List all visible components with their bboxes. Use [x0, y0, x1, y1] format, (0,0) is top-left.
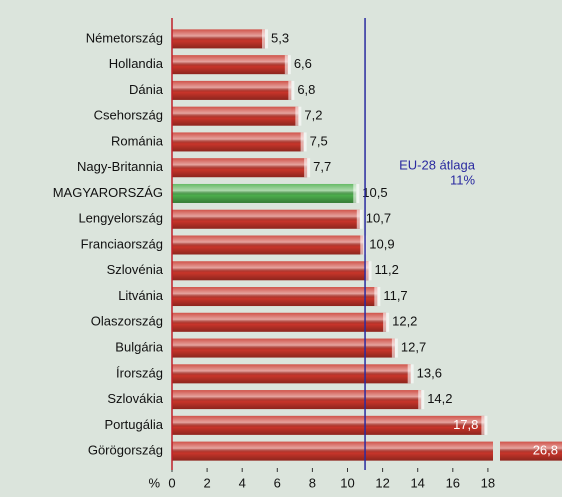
bar-edge — [284, 55, 291, 75]
value-label: 17,8 — [453, 417, 478, 432]
bar-shade — [172, 158, 308, 178]
bar — [172, 158, 311, 178]
category-label: Csehország — [94, 108, 163, 123]
reference-label: EU-28 átlaga — [399, 157, 476, 172]
value-label: 11,2 — [375, 262, 399, 277]
category-label: Románia — [111, 133, 164, 148]
bar — [172, 29, 269, 49]
category-label: Litvánia — [118, 288, 164, 303]
category-label: Lengyelország — [78, 211, 163, 226]
value-label: 6,8 — [297, 82, 315, 97]
bar — [172, 55, 291, 75]
category-label: Portugália — [104, 417, 163, 432]
category-label: Írország — [116, 365, 163, 380]
x-tick-label: 8 — [309, 475, 316, 490]
bar-shade — [172, 390, 422, 410]
x-tick-label: 10 — [340, 475, 354, 490]
bar-shade — [172, 132, 304, 152]
bar-shade — [172, 183, 357, 203]
bar-edge — [353, 183, 360, 203]
reference-value-label: 11% — [450, 172, 475, 187]
bar-shade — [172, 29, 266, 49]
bar-edge — [374, 287, 381, 307]
bar — [172, 261, 372, 281]
value-label: 10,7 — [366, 211, 391, 226]
bar-shade — [172, 106, 299, 126]
bar — [172, 338, 398, 358]
category-label: Hollandia — [109, 56, 164, 71]
bar-shade — [172, 261, 369, 281]
bar-shade — [172, 364, 411, 384]
x-tick-label: 18 — [481, 475, 495, 490]
bar-edge — [262, 29, 269, 49]
x-tick-label: 0 — [168, 475, 175, 490]
bar-shade — [172, 287, 378, 307]
category-label: Dánia — [129, 82, 164, 97]
bar-shade — [172, 338, 395, 358]
category-label: Olaszország — [91, 314, 163, 329]
bar-shade — [500, 441, 562, 461]
x-tick-label: 4 — [239, 475, 246, 490]
x-axis-label: % — [148, 475, 160, 490]
category-label: MAGYARORSZÁG — [53, 185, 163, 200]
bar — [172, 364, 414, 384]
bar-edge — [391, 338, 398, 358]
value-label: 13,6 — [417, 365, 442, 380]
bar-edge — [365, 261, 372, 281]
value-label: 7,2 — [304, 108, 322, 123]
bar-shade — [172, 312, 387, 332]
bar — [172, 209, 363, 229]
category-label: Szlovákia — [107, 391, 163, 406]
value-label: 5,3 — [271, 30, 289, 45]
bar-edge — [481, 415, 488, 435]
category-label: Görögország — [88, 443, 163, 458]
bar-edge — [356, 209, 363, 229]
bar — [172, 312, 390, 332]
bar — [172, 183, 360, 203]
bar-shade — [172, 415, 485, 435]
value-label: 12,2 — [392, 314, 417, 329]
category-label: Szlovénia — [107, 262, 164, 277]
category-label: Nagy-Britannia — [77, 159, 164, 174]
bar-edge — [288, 80, 295, 100]
bar-edge — [407, 364, 414, 384]
bar-shade — [172, 441, 493, 461]
value-label: 26,8 — [533, 443, 558, 458]
value-label: 10,5 — [362, 185, 387, 200]
bar — [172, 132, 307, 152]
x-tick-label: 6 — [274, 475, 281, 490]
value-label: 12,7 — [401, 339, 426, 354]
bar-shade — [172, 235, 364, 255]
value-label: 14,2 — [427, 391, 452, 406]
value-label: 6,6 — [294, 56, 312, 71]
x-tick-label: 2 — [203, 475, 210, 490]
bar — [172, 441, 562, 461]
bar-shade — [172, 80, 292, 100]
category-label: Franciaország — [81, 236, 163, 251]
bar-shade — [172, 55, 288, 75]
bar — [172, 390, 425, 410]
bar-edge — [304, 158, 311, 178]
bar-edge — [295, 106, 302, 126]
bar — [172, 287, 381, 307]
bar — [172, 415, 488, 435]
value-label: 10,9 — [369, 236, 394, 251]
x-tick-label: 12 — [375, 475, 389, 490]
bar — [172, 235, 367, 255]
bar-edge — [300, 132, 307, 152]
bar-edge — [418, 390, 425, 410]
x-tick-label: 16 — [446, 475, 460, 490]
bar-edge — [383, 312, 390, 332]
value-label: 7,7 — [313, 159, 331, 174]
value-label: 7,5 — [310, 133, 328, 148]
category-label: Bulgária — [115, 339, 163, 354]
value-label: 11,7 — [383, 288, 407, 303]
bar-edge — [360, 235, 367, 255]
bar — [172, 106, 302, 126]
bar — [172, 80, 295, 100]
bar-shade — [172, 209, 360, 229]
x-tick-label: 14 — [410, 475, 424, 490]
category-label: Németország — [86, 30, 163, 45]
